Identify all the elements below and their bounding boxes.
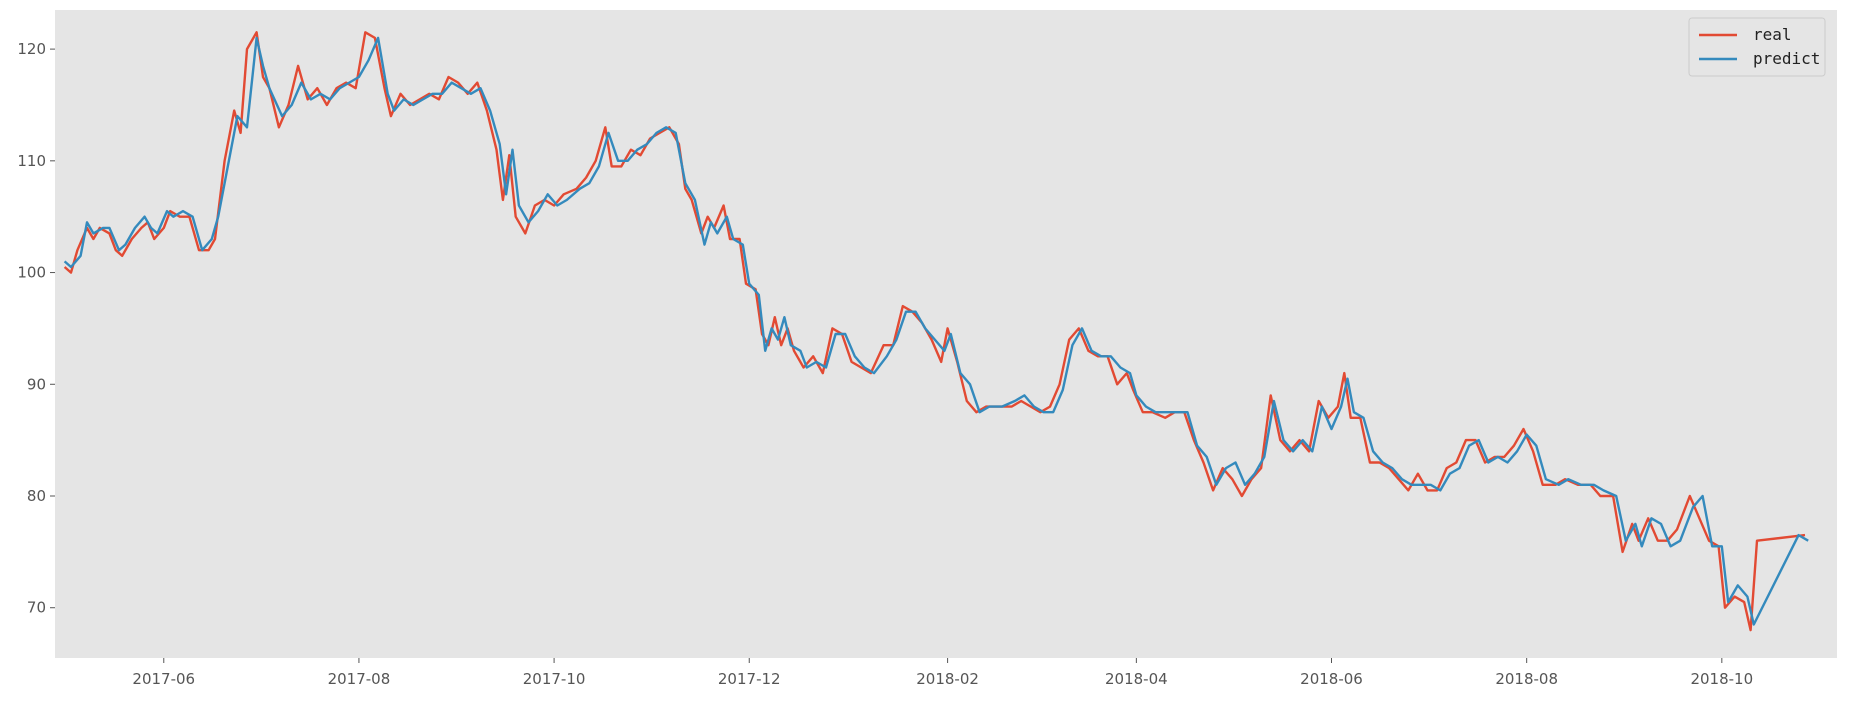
legend-label-predict: predict [1753,49,1820,68]
y-tick-label: 100 [17,264,46,282]
series-line-real [63,31,1806,632]
legend: real predict [1688,17,1826,77]
x-tick-label: 2017-12 [718,670,781,688]
y-axis: 70 80 90 100 110 120 [17,40,55,617]
x-tick-label: 2018-02 [916,670,979,688]
series-lines [63,31,1809,632]
legend-label-real: real [1753,25,1792,44]
x-tick-label: 2018-08 [1495,670,1558,688]
y-tick-label: 110 [17,152,46,170]
y-tick-label: 120 [17,40,46,58]
series-line-predict [63,36,1809,626]
y-tick-label: 90 [27,375,46,393]
y-tick-label: 70 [27,599,46,617]
x-tick-label: 2017-08 [328,670,391,688]
x-tick-label: 2018-04 [1105,670,1168,688]
x-axis: 2017-06 2017-08 2017-10 2017-12 2018-02 2018-… [132,658,1753,688]
y-tick-label: 80 [27,487,46,505]
x-tick-label: 2017-06 [132,670,195,688]
x-tick-label: 2017-10 [523,670,586,688]
x-tick-label: 2018-10 [1690,670,1753,688]
legend-box [1688,17,1826,77]
x-tick-label: 2018-06 [1300,670,1363,688]
